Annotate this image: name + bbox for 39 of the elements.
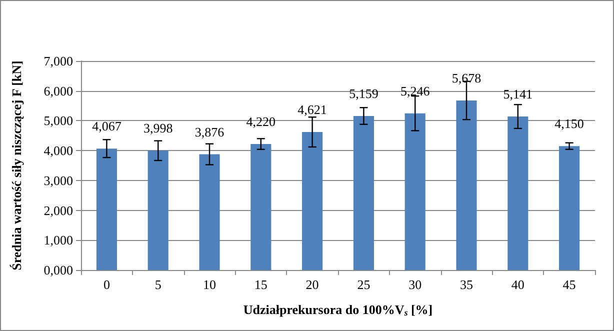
x-tick-label: 45: [562, 277, 576, 292]
data-label: 5,678: [452, 70, 482, 86]
y-tick-label: 3,000: [44, 172, 73, 188]
y-tick-label: 4,000: [44, 143, 73, 158]
x-tick-label: 10: [203, 277, 216, 292]
data-label: 4,150: [554, 116, 584, 132]
y-tick-label: 0,000: [44, 262, 73, 278]
data-label: 3,998: [143, 120, 173, 136]
data-label: 4,621: [298, 102, 327, 118]
x-tick-label: 5: [154, 277, 162, 292]
x-tick-label: 20: [306, 277, 319, 292]
x-tick-label: 15: [254, 277, 268, 292]
x-tick-label: 0: [103, 277, 110, 292]
bar: [148, 150, 168, 270]
data-label: 5,246: [400, 83, 430, 98]
bar: [404, 113, 426, 270]
bar: [456, 100, 477, 270]
bar: [302, 132, 323, 270]
bar: [250, 144, 272, 270]
bar: [508, 116, 528, 270]
bar: [96, 148, 117, 270]
y-tick-label: 1,000: [44, 232, 73, 248]
x-tick-label: 25: [357, 277, 370, 292]
x-tick-label: 35: [460, 277, 473, 292]
y-tick-label: 5,000: [44, 113, 73, 128]
y-axis-title: Średnia wartość siły niszczącej F [kN]: [9, 60, 24, 270]
y-tick-label: 7,000: [44, 54, 73, 68]
data-label: 5,141: [503, 86, 533, 102]
bar: [559, 146, 580, 270]
data-label: 4,220: [246, 114, 276, 130]
x-tick-label: 40: [511, 277, 524, 292]
bar: [199, 154, 220, 270]
data-label: 4,067: [92, 118, 122, 134]
data-label: 5,159: [349, 86, 378, 101]
y-tick-label: 6,000: [44, 83, 73, 98]
data-label: 3,876: [194, 124, 225, 140]
y-tick-label: 2,000: [44, 202, 73, 218]
x-tick-label: 30: [408, 277, 422, 292]
bar: [353, 116, 374, 270]
